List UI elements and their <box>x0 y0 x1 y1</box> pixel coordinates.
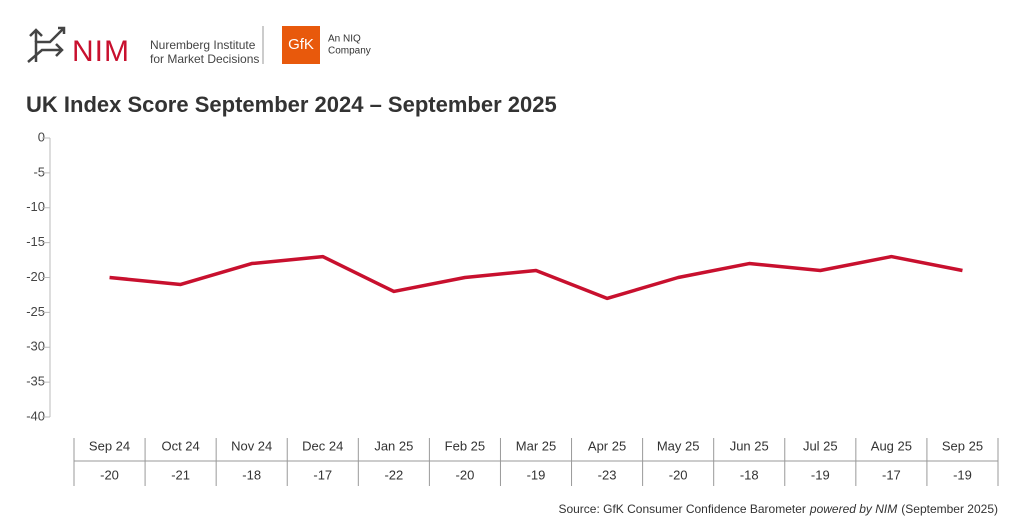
y-tick-label: -5 <box>33 164 45 179</box>
value-cell: -19 <box>527 467 546 482</box>
y-tick-label: -10 <box>26 199 45 214</box>
value-cell: -17 <box>882 467 901 482</box>
x-tick-label: Jan 25 <box>374 438 413 453</box>
value-cell: -20 <box>456 467 475 482</box>
x-tick-label: Oct 24 <box>161 438 199 453</box>
value-cell: -19 <box>953 467 972 482</box>
value-cell: -23 <box>598 467 617 482</box>
x-tick-label: Dec 24 <box>302 438 343 453</box>
value-cell: -18 <box>740 467 759 482</box>
x-tick-label: Sep 25 <box>942 438 983 453</box>
source-italic: powered by NIM <box>809 502 897 516</box>
gfk-text: GfK <box>288 36 314 53</box>
x-tick-label: Jun 25 <box>730 438 769 453</box>
gfk-logo <box>282 26 320 64</box>
x-tick-label: Aug 25 <box>871 438 912 453</box>
y-tick-label: -30 <box>26 339 45 354</box>
x-tick-label: Mar 25 <box>516 438 556 453</box>
source: Source: GfK Consumer Confidence Baromete… <box>558 502 998 516</box>
y-tick-label: -25 <box>26 304 45 319</box>
y-tick-label: 0 <box>38 129 45 144</box>
y-tick-label: -15 <box>26 234 45 249</box>
y-tick-label: -20 <box>26 269 45 284</box>
value-cell: -17 <box>313 467 332 482</box>
value-cell: -21 <box>171 467 190 482</box>
value-cell: -20 <box>100 467 119 482</box>
nim-line: Nuremberg Institute <box>150 38 256 52</box>
series-line <box>109 254 963 301</box>
y-tick-label: -40 <box>26 408 45 423</box>
nim-logo <box>27 26 66 63</box>
source-text: Source: GfK Consumer Confidence Baromete… <box>558 502 805 516</box>
nim-line: for Market Decisions <box>150 52 259 66</box>
gfk-line: Company <box>328 46 371 57</box>
source-end: (September 2025) <box>901 502 998 516</box>
nim-text: NIM <box>72 35 130 68</box>
value-cell: -20 <box>669 467 688 482</box>
x-tick-label: Feb 25 <box>445 438 485 453</box>
x-tick-label: Apr 25 <box>588 438 626 453</box>
value-cell: -22 <box>384 467 403 482</box>
gfk-line: An NIQ <box>328 34 361 45</box>
x-tick-label: Nov 24 <box>231 438 272 453</box>
x-tick-label: May 25 <box>657 438 700 453</box>
x-tick-label: Sep 24 <box>89 438 130 453</box>
y-tick-label: -35 <box>26 374 45 389</box>
x-tick-label: Jul 25 <box>803 438 838 453</box>
value-cell: -18 <box>242 467 261 482</box>
value-cell: -19 <box>811 467 830 482</box>
chart-title: UK Index Score September 2024 – Septembe… <box>26 92 557 117</box>
